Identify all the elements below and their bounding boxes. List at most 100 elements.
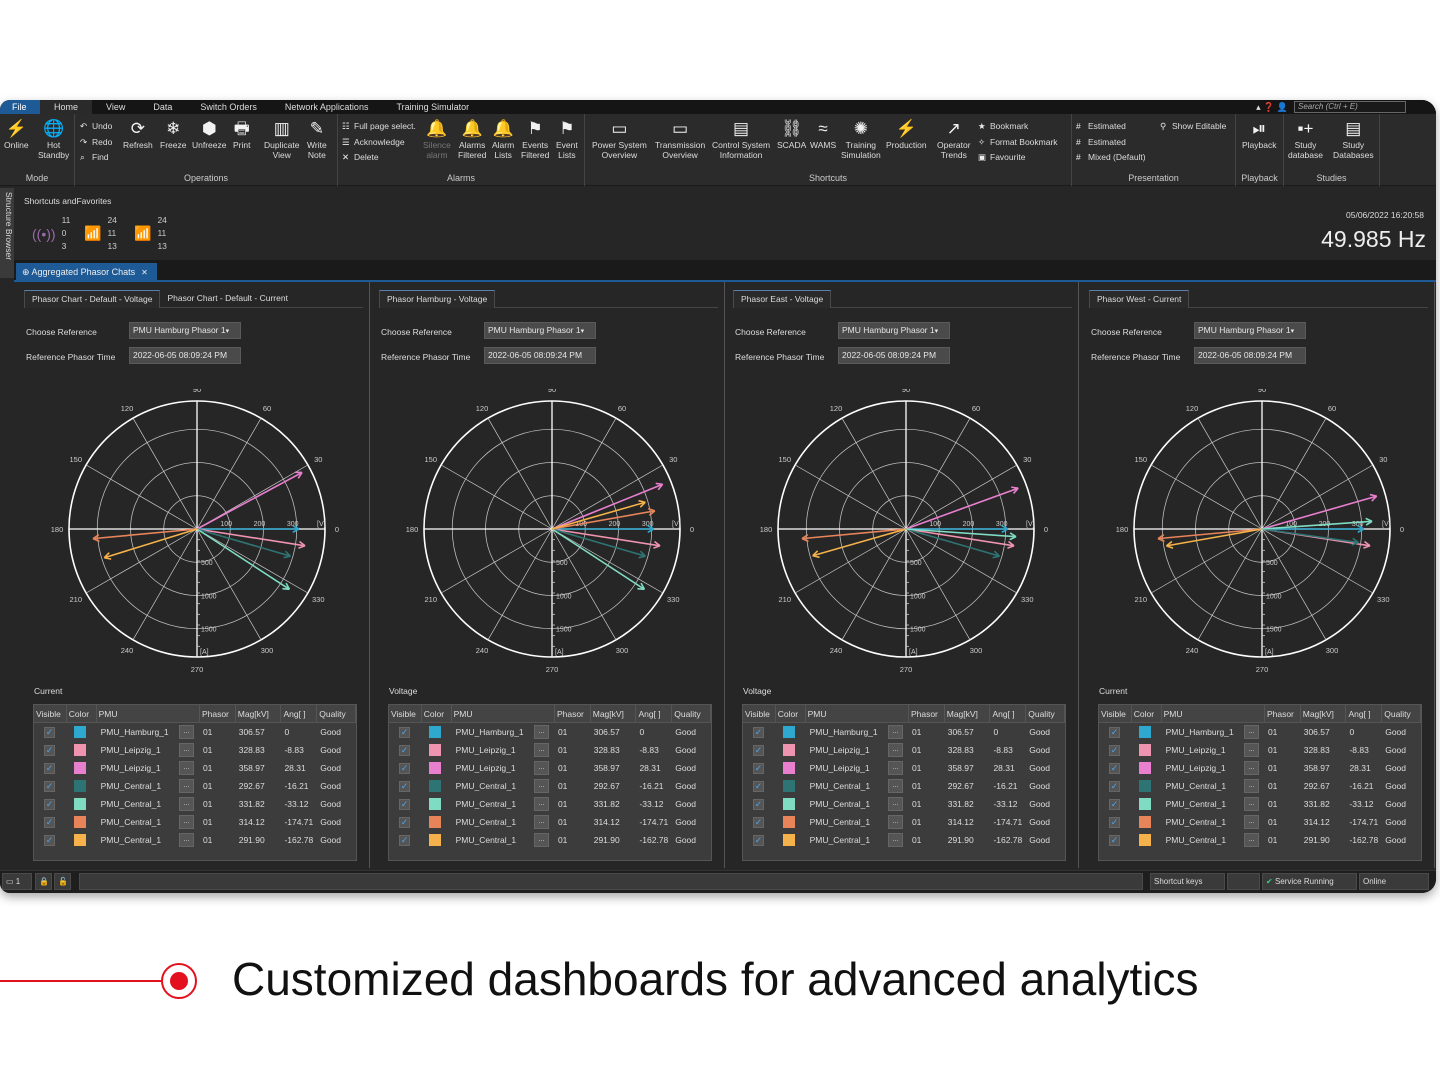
visible-checkbox[interactable]: ✓ [399,798,410,810]
visible-checkbox[interactable]: ✓ [399,762,410,774]
panel-tab[interactable]: Phasor Chart - Default - Current [167,293,288,303]
visible-checkbox[interactable]: ✓ [44,834,55,846]
menu-tab-network-applications[interactable]: Network Applications [284,102,369,112]
reference-dropdown[interactable]: PMU Hamburg Phasor 1▾ [129,322,241,339]
pmu-select-button[interactable]: ... [533,725,549,739]
column-header[interactable]: Mag[kV] [591,704,637,723]
panel-tab[interactable]: Phasor East - Voltage [733,290,832,308]
color-swatch[interactable] [782,726,795,738]
menu-tab-data[interactable]: Data [153,102,173,112]
visible-checkbox[interactable]: ✓ [399,816,410,828]
visible-checkbox[interactable]: ✓ [753,726,764,738]
pmu-select-button[interactable]: ... [178,761,194,775]
redo-button[interactable]: ↷ Redo [80,135,112,151]
close-icon[interactable]: ✕ [141,268,148,277]
visible-checkbox[interactable]: ✓ [399,744,410,756]
column-header[interactable]: Color [422,704,452,723]
silence-alarm-button[interactable]: 🔔 Silence alarm [423,119,451,160]
column-header[interactable]: Visible [743,704,776,723]
column-header[interactable]: Color [67,704,97,723]
reference-dropdown[interactable]: PMU Hamburg Phasor 1▾ [838,322,950,339]
color-swatch[interactable] [1138,780,1151,792]
color-swatch[interactable] [428,798,441,810]
playback-button[interactable]: ⏯ Playback [1242,119,1277,150]
visible-checkbox[interactable]: ✓ [1109,798,1120,810]
structure-browser-toggle[interactable]: Structure Browser [0,188,14,278]
favourite-button[interactable]: ▣ Favourite [978,150,1058,166]
pmu-select-button[interactable]: ... [178,779,194,793]
color-swatch[interactable] [73,762,86,774]
unfreeze-button[interactable]: ⬢ Unfreeze [192,119,227,150]
color-swatch[interactable] [1138,744,1151,756]
column-header[interactable]: Ang[ ] [281,704,318,723]
format-bookmark-button[interactable]: ✧ Format Bookmark [978,135,1058,151]
color-swatch[interactable] [1138,816,1151,828]
scada-button[interactable]: ⛓ SCADA [777,119,807,150]
visible-checkbox[interactable]: ✓ [399,780,410,792]
color-swatch[interactable] [428,762,441,774]
column-header[interactable]: Ang[ ] [636,704,673,723]
color-swatch[interactable] [73,798,86,810]
column-header[interactable]: PMU [97,704,200,723]
pmu-select-button[interactable]: ... [533,761,549,775]
alarms-filtered-button[interactable]: 🔔 Alarms Filtered [458,119,487,160]
visible-checkbox[interactable]: ✓ [753,798,764,810]
write-note-button[interactable]: ✎ Write Note [307,119,327,160]
column-header[interactable]: Visible [389,704,422,723]
column-header[interactable]: Mag[kV] [945,704,991,723]
column-header[interactable]: Phasor [1265,704,1301,723]
reference-dropdown[interactable]: PMU Hamburg Phasor 1▾ [484,322,596,339]
tab-aggregated-phasor-charts[interactable]: ⊕ Aggregated Phasor Chats ✕ [16,263,157,282]
color-swatch[interactable] [1138,762,1151,774]
column-header[interactable]: PMU [806,704,909,723]
visible-checkbox[interactable]: ✓ [1109,726,1120,738]
pmu-select-button[interactable]: ... [1243,743,1259,757]
color-swatch[interactable] [782,798,795,810]
visible-checkbox[interactable]: ✓ [44,780,55,792]
pmu-select-button[interactable]: ... [178,725,194,739]
column-header[interactable]: Phasor [909,704,945,723]
column-header[interactable]: Ang[ ] [1346,704,1383,723]
windows-count[interactable]: ▭ 1 [2,873,32,890]
visible-checkbox[interactable]: ✓ [44,726,55,738]
power-system-overview-button[interactable]: ▭ Power System Overview [592,119,647,160]
color-swatch[interactable] [428,834,441,846]
favorite-shortcut[interactable]: ((•)) 11 0 3 [32,215,71,251]
training-simulation-button[interactable]: ✺ Training Simulation [841,119,881,160]
duplicate-view-button[interactable]: ▥ Duplicate View [264,119,300,160]
column-header[interactable]: PMU [1162,704,1265,723]
pmu-select-button[interactable]: ... [887,833,903,847]
lock-icon[interactable]: 🔒 [35,873,52,890]
pmu-select-button[interactable]: ... [887,761,903,775]
favorite-shortcut[interactable]: 📶 24 11 13 [84,215,117,251]
color-swatch[interactable] [782,816,795,828]
column-header[interactable]: Quality [1026,704,1065,723]
pmu-select-button[interactable]: ... [533,815,549,829]
menu-tab-file[interactable]: File [0,100,40,114]
reference-time-field[interactable]: 2022-06-05 08:09:24 PM [129,347,241,364]
visible-checkbox[interactable]: ✓ [44,798,55,810]
event-lists-button[interactable]: ⚑ Event Lists [556,119,578,160]
column-header[interactable]: Color [776,704,806,723]
color-swatch[interactable] [428,816,441,828]
color-swatch[interactable] [428,744,441,756]
pmu-select-button[interactable]: ... [178,743,194,757]
acknowledge-button[interactable]: ☰ Acknowledge [342,135,416,151]
column-header[interactable]: Mag[kV] [236,704,282,723]
color-swatch[interactable] [73,744,86,756]
pmu-select-button[interactable]: ... [533,797,549,811]
column-header[interactable]: Visible [34,704,67,723]
visible-checkbox[interactable]: ✓ [399,834,410,846]
estimated-1-button[interactable]: # Estimated [1076,119,1146,135]
bookmark-button[interactable]: ★ Bookmark [978,119,1058,135]
refresh-button[interactable]: ⟳ Refresh [123,119,153,150]
pmu-select-button[interactable]: ... [887,815,903,829]
pmu-select-button[interactable]: ... [887,797,903,811]
color-swatch[interactable] [428,780,441,792]
column-header[interactable]: Phasor [555,704,591,723]
color-swatch[interactable] [1138,834,1151,846]
color-swatch[interactable] [782,834,795,846]
reference-time-field[interactable]: 2022-06-05 08:09:24 PM [1194,347,1306,364]
column-header[interactable]: PMU [452,704,555,723]
reference-dropdown[interactable]: PMU Hamburg Phasor 1▾ [1194,322,1306,339]
